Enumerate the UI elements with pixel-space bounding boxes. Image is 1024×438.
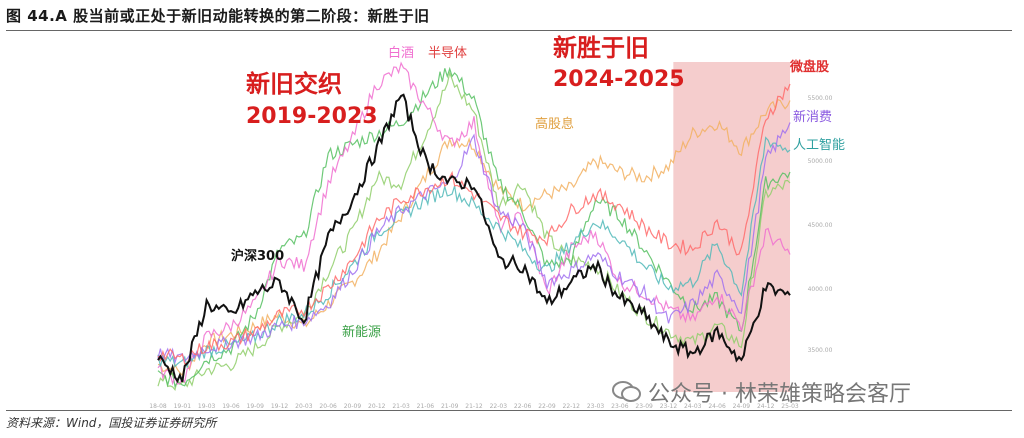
label-baijiu: 白酒 <box>388 45 414 61</box>
series-layer <box>157 61 791 391</box>
label-ai: 人工智能 <box>793 138 845 153</box>
y-axis-ticks: 5500.00 5000.00 4500.00 4000.00 3500.00 <box>808 95 833 354</box>
source-rule <box>6 410 1012 411</box>
x-tick-label: 23-03 <box>587 403 605 410</box>
x-tick-label: 23-06 <box>611 403 629 410</box>
x-tick-label: 25-03 <box>781 403 799 410</box>
source-note: 资料来源：Wind，国投证券证券研究所 <box>6 416 217 430</box>
y-tick-label: 4000.00 <box>808 286 833 293</box>
x-tick-label: 19-12 <box>271 403 289 410</box>
x-tick-label: 21-12 <box>465 403 483 410</box>
series-line-hs300 <box>157 93 791 384</box>
x-tick-label: 20-06 <box>319 403 337 410</box>
highlight-region <box>673 62 790 392</box>
x-tick-label: 21-06 <box>417 403 435 410</box>
x-tick-label: 21-03 <box>392 403 410 410</box>
x-tick-label: 22-06 <box>514 403 532 410</box>
label-newconsumer: 新消费 <box>793 109 832 125</box>
label-hs300: 沪深300 <box>231 248 284 264</box>
y-tick-label: 5000.00 <box>808 158 833 165</box>
watermark-text: 公众号 · 林荣雄策略会客厅 <box>648 382 911 407</box>
y-tick-label: 5500.00 <box>808 95 833 102</box>
label-microcap: 微盘股 <box>789 59 829 75</box>
x-tick-label: 19-09 <box>247 403 265 410</box>
series-line-highdiv <box>157 98 791 378</box>
label-newenergy: 新能源 <box>342 324 381 340</box>
y-tick-label: 3500.00 <box>808 347 833 354</box>
series-line-ai <box>157 136 791 368</box>
period2-years: 2024-2025 <box>553 67 685 92</box>
series-line-microcap <box>157 83 791 365</box>
y-tick-label: 4500.00 <box>808 222 833 229</box>
x-tick-label: 20-12 <box>368 403 386 410</box>
figure-title: 图 44.A 股当前或正处于新旧动能转换的第二阶段：新胜于旧 <box>6 7 430 25</box>
x-tick-label: 23-12 <box>660 403 678 410</box>
x-tick-label: 19-03 <box>198 403 216 410</box>
series-line-newenergy <box>157 70 791 391</box>
x-tick-label: 24-06 <box>708 403 726 410</box>
x-tick-label: 24-03 <box>684 403 702 410</box>
x-tick-label: 19-01 <box>174 403 192 410</box>
x-tick-label: 20-03 <box>295 403 313 410</box>
x-tick-label: 19-06 <box>222 403 240 410</box>
x-tick-label: 22-09 <box>538 403 556 410</box>
series-line-newconsumer <box>157 122 791 365</box>
x-tick-label: 18-08 <box>149 403 167 410</box>
label-semis: 半导体 <box>428 46 467 61</box>
label-highdiv: 高股息 <box>535 116 574 132</box>
x-axis-ticks: 18-08 19-01 19-03 19-06 19-09 19-12 20-03 20-06… <box>149 403 799 410</box>
period2-name: 新胜于旧 <box>553 34 649 62</box>
watermark: 公众号 · 林荣雄策略会客厅 <box>612 376 911 408</box>
x-tick-label: 20-09 <box>344 403 362 410</box>
x-tick-label: 22-12 <box>563 403 581 410</box>
title-rule <box>6 30 1012 31</box>
x-tick-label: 21-09 <box>441 403 459 410</box>
wechat-icon <box>612 381 641 402</box>
x-tick-label: 23-09 <box>635 403 653 410</box>
x-tick-label: 24-09 <box>733 403 751 410</box>
period1-name: 新旧交织 <box>246 70 342 98</box>
x-tick-label: 22-03 <box>490 403 508 410</box>
period1-years: 2019-2023 <box>246 104 378 129</box>
x-tick-label: 24-12 <box>757 403 775 410</box>
